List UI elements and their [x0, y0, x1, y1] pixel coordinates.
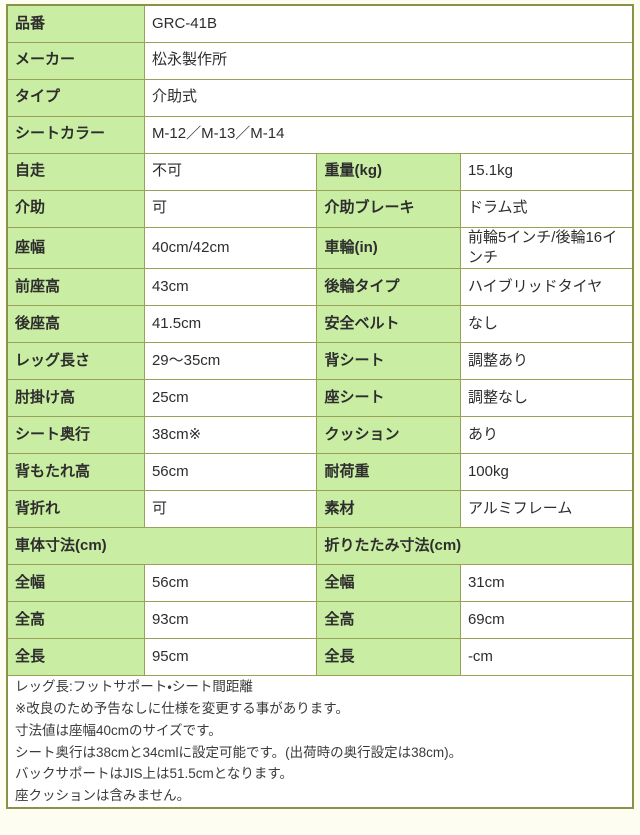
row-value-body-total-length: 95cm: [143, 638, 318, 676]
footnote-line: レッグ長:フットサポート・シート間距離: [15, 679, 253, 694]
row-label-assist-brake: 介助ブレーキ: [316, 189, 461, 228]
row-value-type: 介助式: [143, 78, 634, 117]
footnote-line: 寸法値は座幅40cmのサイズです。: [15, 722, 222, 738]
row-label-cushion: クッション: [316, 416, 461, 454]
footnote-line: 座クッションは含みません。: [15, 788, 191, 804]
table-row: 座幅 40cm/42cm 車輪(in) 前輪5インチ/後輪16インチ: [6, 226, 634, 269]
row-value-folded-total-height: 69cm: [459, 601, 634, 639]
row-label-load-capacity: 耐荷重: [316, 453, 461, 491]
row-value-seat-sheet: 調整なし: [459, 379, 634, 417]
row-label-wheel: 車輪(in): [316, 226, 461, 269]
row-value-folded-total-width: 31cm: [459, 564, 634, 602]
row-label-self-propel: 自走: [6, 152, 145, 191]
table-row: 背折れ 可 素材 アルミフレーム: [6, 490, 634, 528]
specification-table: 品番 GRC-41B メーカー 松永製作所 タイプ 介助式 シートカラー M-1…: [6, 4, 634, 810]
table-row: 自走 不可 重量(kg) 15.1kg: [6, 152, 634, 191]
row-value-seat-width: 40cm/42cm: [143, 226, 318, 269]
footnote-line: シート奥行は38cmと34cmlに設定可能です。(出荷時の奥行設定は38cm)。: [15, 744, 463, 760]
row-value-maker: 松永製作所: [143, 41, 634, 80]
row-label-seat-color: シートカラー: [6, 115, 145, 154]
row-label-seat-width: 座幅: [6, 226, 145, 269]
row-value-backrest-height: 56cm: [143, 453, 318, 491]
row-value-folded-total-length: -cm: [459, 638, 634, 676]
row-value-cushion: あり: [459, 416, 634, 454]
row-value-back-sheet: 調整あり: [459, 342, 634, 380]
row-value-material: アルミフレーム: [459, 490, 634, 528]
row-value-armrest-height: 25cm: [143, 379, 318, 417]
table-notes-row: レッグ長:フットサポート・シート間距離 ※改良のため予告なしに仕様を変更する事が…: [6, 675, 634, 809]
table-row: 全幅 56cm 全幅 31cm: [6, 564, 634, 602]
table-row: 全高 93cm 全高 69cm: [6, 601, 634, 639]
table-row: レッグ長さ 29〜35cm 背シート 調整あり: [6, 342, 634, 380]
row-label-maker: メーカー: [6, 41, 145, 80]
row-label-seat-depth: シート奥行: [6, 416, 145, 454]
row-label-type: タイプ: [6, 78, 145, 117]
row-value-weight: 15.1kg: [459, 152, 634, 191]
row-value-body-total-height: 93cm: [143, 601, 318, 639]
row-value-load-capacity: 100kg: [459, 453, 634, 491]
row-value-body-total-width: 56cm: [143, 564, 318, 602]
table-row: 前座高 43cm 後輪タイプ ハイブリッドタイヤ: [6, 268, 634, 306]
row-label-seat-sheet: 座シート: [316, 379, 461, 417]
row-value-self-propel: 不可: [143, 152, 318, 191]
row-label-model-number: 品番: [6, 4, 145, 43]
row-value-safety-belt: なし: [459, 305, 634, 343]
table-row: 品番 GRC-41B: [6, 4, 634, 43]
row-label-weight: 重量(kg): [316, 152, 461, 191]
table-row: シート奥行 38cm※ クッション あり: [6, 416, 634, 454]
row-label-armrest-height: 肘掛け高: [6, 379, 145, 417]
row-value-rear-wheel-type: ハイブリッドタイヤ: [459, 268, 634, 306]
row-label-leg-length: レッグ長さ: [6, 342, 145, 380]
row-value-front-seat-height: 43cm: [143, 268, 318, 306]
row-label-rear-wheel-type: 後輪タイプ: [316, 268, 461, 306]
row-label-backrest-height: 背もたれ高: [6, 453, 145, 491]
section-header-folded-dimensions: 折りたたみ寸法(cm): [316, 527, 634, 565]
row-value-seat-color: M-12／M-13／M-14: [143, 115, 634, 154]
row-label-material: 素材: [316, 490, 461, 528]
row-value-rear-seat-height: 41.5cm: [143, 305, 318, 343]
table-row: 背もたれ高 56cm 耐荷重 100kg: [6, 453, 634, 491]
table-section-header-row: 車体寸法(cm) 折りたたみ寸法(cm): [6, 527, 634, 565]
row-label-body-total-length: 全長: [6, 638, 145, 676]
row-value-seat-depth: 38cm※: [143, 416, 318, 454]
row-label-body-total-width: 全幅: [6, 564, 145, 602]
row-label-folded-total-height: 全高: [316, 601, 461, 639]
table-row: シートカラー M-12／M-13／M-14: [6, 115, 634, 154]
footnotes: レッグ長:フットサポート・シート間距離 ※改良のため予告なしに仕様を変更する事が…: [6, 675, 634, 809]
table-row: 全長 95cm 全長 -cm: [6, 638, 634, 676]
row-label-assist: 介助: [6, 189, 145, 228]
row-value-assist: 可: [143, 189, 318, 228]
row-value-assist-brake: ドラム式: [459, 189, 634, 228]
table-row: メーカー 松永製作所: [6, 41, 634, 80]
table-row: 後座高 41.5cm 安全ベルト なし: [6, 305, 634, 343]
row-label-back-fold: 背折れ: [6, 490, 145, 528]
row-value-leg-length: 29〜35cm: [143, 342, 318, 380]
table-row: 肘掛け高 25cm 座シート 調整なし: [6, 379, 634, 417]
row-value-wheel: 前輪5インチ/後輪16インチ: [459, 226, 634, 269]
row-label-rear-seat-height: 後座高: [6, 305, 145, 343]
row-label-body-total-height: 全高: [6, 601, 145, 639]
row-label-safety-belt: 安全ベルト: [316, 305, 461, 343]
row-label-folded-total-length: 全長: [316, 638, 461, 676]
row-label-front-seat-height: 前座高: [6, 268, 145, 306]
footnote-line: ※改良のため予告なしに仕様を変更する事があります。: [15, 700, 349, 716]
row-label-folded-total-width: 全幅: [316, 564, 461, 602]
table-row: 介助 可 介助ブレーキ ドラム式: [6, 189, 634, 228]
row-value-model-number: GRC-41B: [143, 4, 634, 43]
row-label-back-sheet: 背シート: [316, 342, 461, 380]
footnote-line: バックサポートはJIS上は51.5cmとなります。: [15, 766, 294, 782]
row-value-back-fold: 可: [143, 490, 318, 528]
section-header-body-dimensions: 車体寸法(cm): [6, 527, 318, 565]
table-row: タイプ 介助式: [6, 78, 634, 117]
